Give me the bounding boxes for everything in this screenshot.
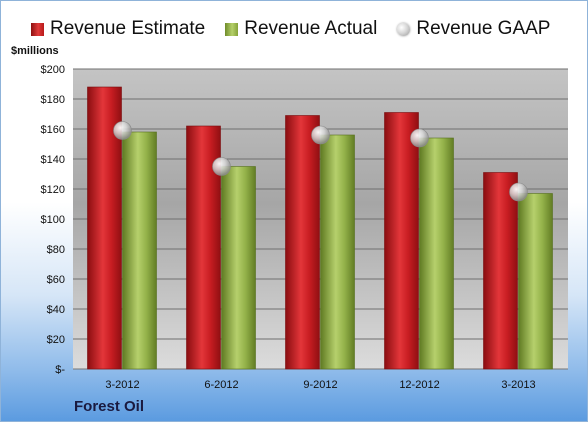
- y-tick-label: $40: [47, 304, 65, 316]
- y-tick-label: $100: [41, 214, 65, 226]
- y-tick-label: $60: [47, 274, 65, 286]
- y-tick-label: $-: [55, 364, 65, 376]
- legend-label-estimate: Revenue Estimate: [50, 18, 206, 39]
- marker-revenue-gaap: [410, 128, 429, 148]
- marker-revenue-gaap: [509, 182, 528, 202]
- y-tick-label: $160: [41, 124, 65, 136]
- legend-item-gaap: Revenue GAAP: [397, 18, 550, 40]
- bar-revenue-actual: [122, 131, 157, 370]
- bar-revenue-actual: [518, 193, 553, 370]
- company-name: Forest Oil: [74, 398, 145, 415]
- x-tick-label: 6-2012: [204, 379, 238, 391]
- bar-revenue-actual: [221, 166, 256, 370]
- x-tick-label: 3-2012: [105, 379, 139, 391]
- legend-item-estimate: Revenue Estimate: [31, 18, 205, 40]
- bar-revenue-estimate: [87, 86, 122, 370]
- marker-revenue-gaap: [212, 157, 231, 176]
- legend-swatch-estimate: [31, 22, 44, 36]
- bar-revenue-estimate: [483, 172, 518, 370]
- bar-revenue-estimate: [285, 115, 320, 370]
- y-tick-label: $200: [41, 64, 65, 76]
- legend-label-gaap: Revenue GAAP: [416, 18, 551, 39]
- bar-revenue-actual: [320, 134, 355, 370]
- x-tick-label: 3-2013: [501, 379, 535, 391]
- y-tick-label: $20: [47, 334, 65, 346]
- bar-revenue-estimate: [384, 112, 419, 370]
- legend-label-actual: Revenue Actual: [244, 18, 378, 39]
- legend-swatch-actual: [225, 22, 239, 36]
- y-tick-label: $80: [47, 244, 65, 256]
- y-tick-label: $140: [41, 154, 65, 166]
- legend-swatch-gaap: [397, 22, 411, 36]
- marker-revenue-gaap: [311, 125, 330, 145]
- marker-revenue-gaap: [113, 121, 132, 140]
- y-tick-label: $120: [41, 184, 65, 196]
- bar-revenue-actual: [419, 137, 454, 370]
- y-axis-unit-label: $millions: [11, 45, 59, 57]
- y-tick-label: $180: [41, 94, 65, 106]
- x-tick-label: 12-2012: [399, 379, 439, 391]
- legend: Revenue Estimate Revenue Actual Revenue …: [31, 16, 571, 42]
- legend-item-actual: Revenue Actual: [225, 18, 377, 40]
- x-tick-label: 9-2012: [303, 379, 337, 391]
